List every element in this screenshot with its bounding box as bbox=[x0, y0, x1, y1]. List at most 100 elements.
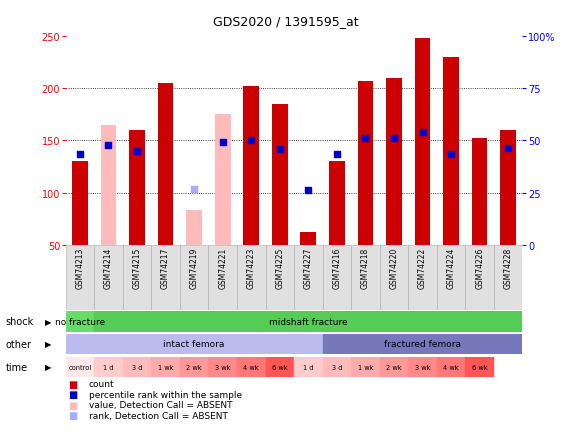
Text: GSM74215: GSM74215 bbox=[132, 247, 142, 289]
Bar bbox=[380, 245, 408, 310]
Text: 4 wk: 4 wk bbox=[443, 364, 459, 370]
Bar bbox=[408, 245, 437, 310]
Text: GSM74223: GSM74223 bbox=[247, 247, 256, 289]
Text: percentile rank within the sample: percentile rank within the sample bbox=[89, 390, 242, 399]
Text: GSM74214: GSM74214 bbox=[104, 247, 113, 289]
Text: midshaft fracture: midshaft fracture bbox=[269, 317, 348, 326]
Point bbox=[218, 140, 227, 147]
Text: GSM74218: GSM74218 bbox=[361, 247, 370, 288]
Text: ▶: ▶ bbox=[45, 340, 52, 349]
Bar bbox=[357, 82, 373, 245]
Bar bbox=[294, 245, 323, 310]
Text: GSM74224: GSM74224 bbox=[447, 247, 456, 289]
Text: count: count bbox=[89, 380, 114, 388]
Bar bbox=[415, 39, 431, 245]
Text: GDS2020 / 1391595_at: GDS2020 / 1391595_at bbox=[212, 15, 359, 28]
Text: 3 wk: 3 wk bbox=[215, 364, 231, 370]
Text: time: time bbox=[6, 362, 28, 372]
Point bbox=[190, 187, 199, 194]
Bar bbox=[123, 245, 151, 310]
Point bbox=[504, 145, 513, 152]
Bar bbox=[158, 84, 174, 245]
Bar bbox=[151, 357, 180, 378]
Bar bbox=[437, 245, 465, 310]
Point bbox=[75, 151, 85, 158]
Bar bbox=[94, 245, 123, 310]
Point bbox=[104, 142, 113, 149]
Bar bbox=[472, 139, 488, 245]
Text: 3 d: 3 d bbox=[132, 364, 142, 370]
Bar bbox=[380, 357, 408, 378]
Bar bbox=[72, 162, 88, 245]
Bar bbox=[443, 58, 459, 245]
Text: ▶: ▶ bbox=[45, 363, 52, 372]
Text: shock: shock bbox=[6, 317, 34, 326]
Bar bbox=[208, 245, 237, 310]
Bar bbox=[500, 131, 516, 245]
Text: 6 wk: 6 wk bbox=[472, 364, 488, 370]
Bar bbox=[329, 162, 345, 245]
Bar bbox=[129, 131, 145, 245]
Bar bbox=[180, 357, 208, 378]
Text: rank, Detection Call = ABSENT: rank, Detection Call = ABSENT bbox=[89, 411, 227, 420]
Text: 2 wk: 2 wk bbox=[186, 364, 202, 370]
Text: GSM74228: GSM74228 bbox=[504, 247, 513, 288]
Point bbox=[418, 129, 427, 136]
Point bbox=[447, 151, 456, 158]
Text: other: other bbox=[6, 339, 32, 349]
Text: intact femora: intact femora bbox=[163, 340, 225, 349]
Point bbox=[389, 135, 399, 142]
Text: 1 wk: 1 wk bbox=[357, 364, 373, 370]
Text: ■: ■ bbox=[69, 379, 78, 389]
Text: ■: ■ bbox=[69, 400, 78, 410]
Text: 3 d: 3 d bbox=[332, 364, 342, 370]
Point bbox=[304, 187, 313, 194]
Bar bbox=[323, 245, 351, 310]
Bar bbox=[180, 245, 208, 310]
Bar bbox=[465, 245, 494, 310]
Point bbox=[275, 146, 284, 153]
Text: GSM74219: GSM74219 bbox=[190, 247, 199, 289]
Text: 1 d: 1 d bbox=[303, 364, 313, 370]
Text: ■: ■ bbox=[69, 411, 78, 420]
Point bbox=[332, 151, 341, 158]
Text: GSM74227: GSM74227 bbox=[304, 247, 313, 289]
Bar bbox=[243, 87, 259, 245]
Bar bbox=[94, 357, 123, 378]
Bar bbox=[100, 125, 116, 245]
Bar bbox=[186, 211, 202, 245]
Bar bbox=[208, 357, 237, 378]
Bar bbox=[437, 357, 465, 378]
Text: GSM74213: GSM74213 bbox=[75, 247, 85, 289]
Bar bbox=[66, 311, 94, 332]
Bar bbox=[323, 357, 351, 378]
Bar bbox=[351, 357, 380, 378]
Text: GSM74221: GSM74221 bbox=[218, 247, 227, 288]
Bar bbox=[237, 357, 266, 378]
Bar bbox=[294, 357, 323, 378]
Text: fractured femora: fractured femora bbox=[384, 340, 461, 349]
Point bbox=[247, 138, 256, 145]
Text: 3 wk: 3 wk bbox=[415, 364, 431, 370]
Bar bbox=[123, 357, 151, 378]
Text: 1 d: 1 d bbox=[103, 364, 114, 370]
Text: 6 wk: 6 wk bbox=[272, 364, 288, 370]
Text: GSM74226: GSM74226 bbox=[475, 247, 484, 289]
Bar bbox=[323, 334, 522, 355]
Bar bbox=[408, 357, 437, 378]
Bar bbox=[351, 245, 380, 310]
Point bbox=[361, 135, 370, 142]
Bar bbox=[494, 245, 522, 310]
Bar bbox=[215, 115, 231, 245]
Bar bbox=[465, 357, 494, 378]
Text: GSM74225: GSM74225 bbox=[275, 247, 284, 289]
Text: 4 wk: 4 wk bbox=[243, 364, 259, 370]
Text: GSM74217: GSM74217 bbox=[161, 247, 170, 289]
Bar bbox=[300, 233, 316, 245]
Bar bbox=[66, 334, 323, 355]
Text: GSM74216: GSM74216 bbox=[332, 247, 341, 289]
Point bbox=[132, 148, 142, 155]
Text: control: control bbox=[69, 364, 91, 370]
Text: ▶: ▶ bbox=[45, 317, 52, 326]
Bar bbox=[237, 245, 266, 310]
